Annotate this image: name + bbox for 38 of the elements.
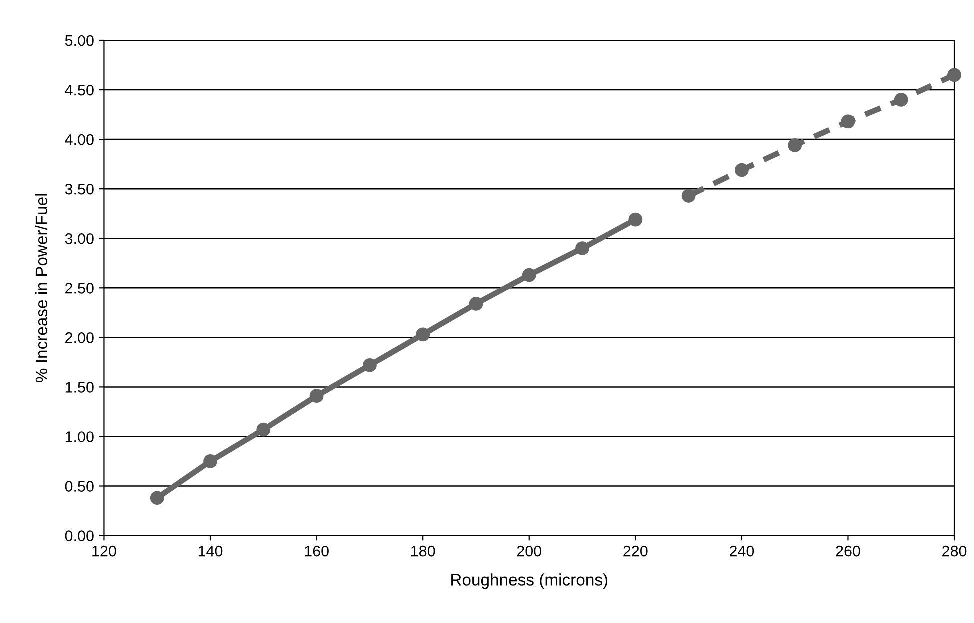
point [841, 114, 856, 129]
x-tick-label: 260 [836, 546, 860, 557]
x-tick-label: 220 [624, 546, 648, 557]
point [150, 491, 164, 506]
y-tick-label: 3.50 [65, 184, 94, 195]
point [416, 328, 430, 342]
y-tick-label: 4.50 [65, 84, 94, 96]
point [256, 422, 271, 437]
x-tick-label: 200 [517, 546, 542, 557]
x-tick-label: 120 [92, 546, 116, 557]
x-tick-label: 280 [942, 546, 967, 557]
point [469, 297, 484, 311]
point [735, 163, 749, 178]
y-tick-label: 1.50 [66, 382, 94, 393]
x-tick-label: 160 [305, 546, 329, 557]
y-tick-label: 4.00 [65, 134, 94, 146]
y-tick-label: 2.50 [66, 283, 94, 294]
point [204, 454, 218, 468]
point [948, 68, 962, 82]
point [788, 138, 802, 152]
y-tick-label: 3.00 [65, 233, 94, 244]
point [522, 268, 536, 282]
y-tick-label: 2.00 [66, 332, 94, 344]
point [628, 212, 643, 227]
y-axis-title: % Increase in Power/Fuel [35, 194, 48, 382]
x-tick-label: 180 [412, 546, 436, 557]
x-axis-title: Roughness (microns) [452, 574, 608, 590]
y-tick-label: 5.00 [65, 35, 94, 46]
x-tick-label: 140 [198, 546, 223, 557]
y-tick-label: 0.00 [65, 530, 94, 542]
point [576, 242, 590, 256]
y-tick-label: 0.50 [65, 481, 94, 492]
point [362, 358, 377, 372]
point [310, 389, 324, 404]
point [894, 92, 908, 107]
y-tick-label: 1.00 [66, 432, 94, 442]
x-tick-label: 240 [730, 546, 754, 557]
point [682, 189, 696, 203]
